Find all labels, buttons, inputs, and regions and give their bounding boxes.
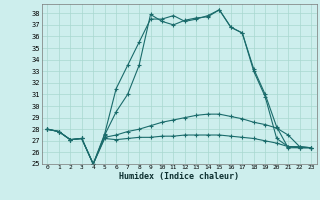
X-axis label: Humidex (Indice chaleur): Humidex (Indice chaleur) (119, 172, 239, 181)
